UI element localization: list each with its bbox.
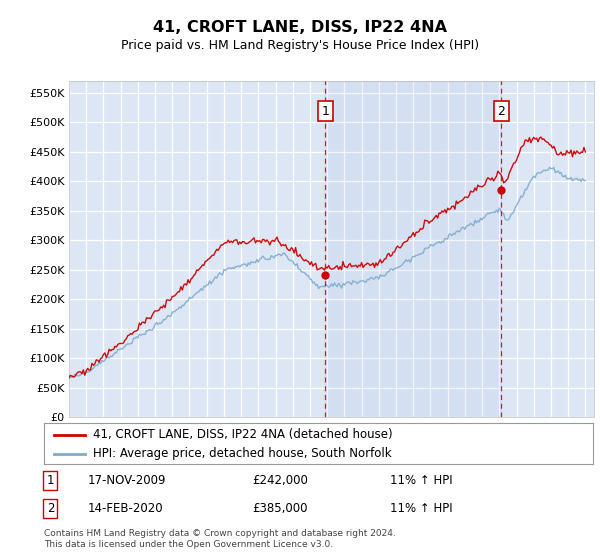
Text: HPI: Average price, detached house, South Norfolk: HPI: Average price, detached house, Sout… <box>93 447 392 460</box>
Bar <box>325 81 502 417</box>
Text: 1: 1 <box>321 105 329 118</box>
Text: 11% ↑ HPI: 11% ↑ HPI <box>389 474 452 487</box>
Text: 14-FEB-2020: 14-FEB-2020 <box>88 502 163 515</box>
Text: 11% ↑ HPI: 11% ↑ HPI <box>389 502 452 515</box>
Text: 2: 2 <box>497 105 505 118</box>
Text: £385,000: £385,000 <box>253 502 308 515</box>
Text: 41, CROFT LANE, DISS, IP22 4NA: 41, CROFT LANE, DISS, IP22 4NA <box>153 20 447 35</box>
Text: 1: 1 <box>47 474 54 487</box>
Text: 41, CROFT LANE, DISS, IP22 4NA (detached house): 41, CROFT LANE, DISS, IP22 4NA (detached… <box>93 428 393 441</box>
Text: 2: 2 <box>47 502 54 515</box>
Text: Contains HM Land Registry data © Crown copyright and database right 2024.
This d: Contains HM Land Registry data © Crown c… <box>44 529 395 549</box>
Text: Price paid vs. HM Land Registry's House Price Index (HPI): Price paid vs. HM Land Registry's House … <box>121 39 479 52</box>
Text: 17-NOV-2009: 17-NOV-2009 <box>88 474 166 487</box>
Text: £242,000: £242,000 <box>253 474 308 487</box>
